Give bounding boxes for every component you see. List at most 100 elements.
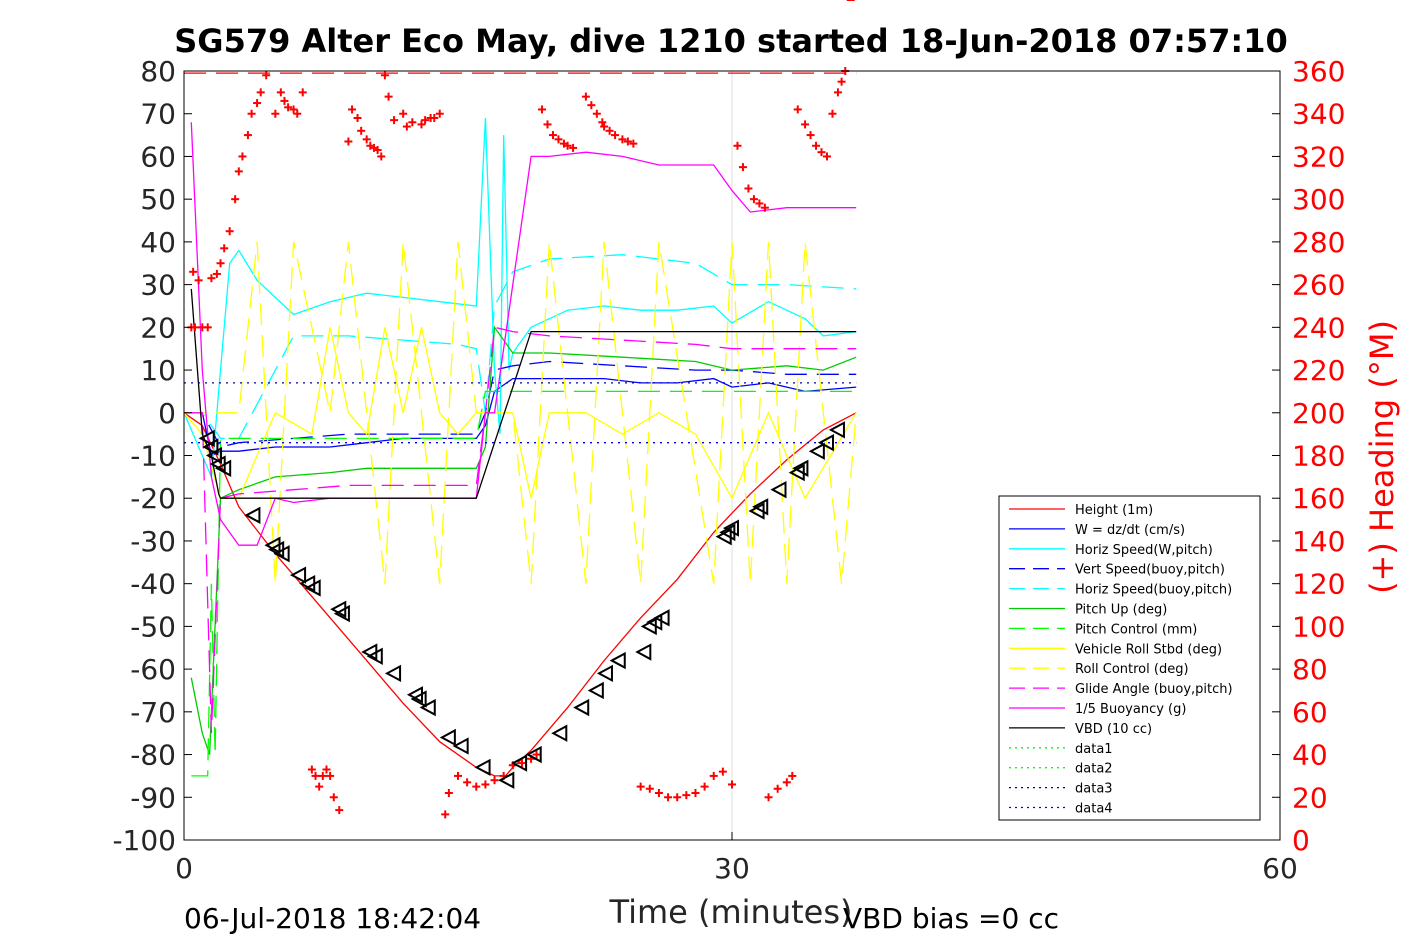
heading-point: [806, 131, 815, 140]
heading-point: [611, 131, 620, 140]
footer-vbd-bias: VBD bias =0 cc: [843, 902, 1059, 935]
heading-point: [271, 109, 280, 118]
vbd-markers: [198, 421, 845, 789]
y-tick-label: -30: [130, 525, 176, 558]
heading-point: [733, 141, 742, 150]
heading-point: [738, 163, 747, 172]
y2-tick-label: 120: [1292, 568, 1345, 601]
heading-point: [569, 143, 578, 152]
heading-point: [463, 778, 472, 787]
y2-tick-label: 60: [1292, 696, 1328, 729]
y2-tick-label: 0: [1292, 824, 1310, 857]
heading-point: [817, 148, 826, 157]
vbd-marker: [289, 566, 307, 584]
y2-tick-label: 220: [1292, 354, 1345, 387]
heading-point: [207, 274, 216, 283]
series-line: [183, 327, 857, 500]
heading-point: [225, 227, 234, 236]
heading-point: [435, 109, 444, 118]
vbd-marker: [587, 681, 604, 700]
heading-point: [444, 789, 453, 798]
y-tick-label: 70: [140, 98, 176, 131]
y-tick-label: -80: [130, 739, 176, 772]
heading-point: [380, 71, 389, 80]
heading-point: [262, 71, 271, 80]
vbd-marker: [596, 664, 613, 683]
legend-label: Height (1m): [1075, 503, 1153, 518]
footer-timestamp: 06-Jul-2018 18:42:04: [184, 902, 481, 935]
heading-point: [189, 267, 198, 276]
vbd-marker: [304, 579, 321, 597]
vbd-marker: [215, 459, 232, 477]
heading-point: [357, 126, 366, 135]
heading-point: [216, 259, 225, 268]
heading-point: [238, 152, 247, 161]
y-tick-label: 40: [140, 226, 176, 259]
y-tick-label: -50: [130, 610, 176, 643]
x-axis: 0 30 60: [175, 832, 1298, 885]
heading-point: [554, 135, 563, 144]
y-tick-label: 60: [140, 140, 176, 173]
heading-point: [373, 146, 382, 155]
heading-point: [390, 116, 399, 125]
legend-label: W = dz/dt (cm/s): [1075, 523, 1185, 538]
y2-tick-label: 80: [1292, 653, 1328, 686]
heading-point: [234, 167, 243, 176]
y2-tick-label: 300: [1292, 183, 1345, 216]
heading-point: [718, 767, 727, 776]
y2-tick-label: 100: [1292, 610, 1345, 643]
heading-point: [812, 141, 821, 150]
heading-point: [532, 750, 541, 759]
heading-point: [543, 120, 552, 129]
heading-point: [600, 122, 609, 131]
x-tick-label: 60: [1262, 852, 1298, 885]
legend-label: Horiz Speed(W,pitch): [1075, 543, 1213, 558]
heading-point: [822, 152, 831, 161]
heading-point: [592, 109, 601, 118]
y-tick-label: -10: [130, 440, 176, 473]
heading-point: [384, 92, 393, 101]
left-y-axis: 80 70 60 50 40 30 20 10 0 -10 -20 -30 -40 -50 -60 -70 -8…: [112, 55, 1280, 857]
vbd-marker: [792, 459, 809, 477]
y2-tick-label: 40: [1292, 739, 1328, 772]
y2-tick-label: 340: [1292, 98, 1345, 131]
x-axis-label: Time (minutes): [609, 893, 853, 931]
heading-point: [402, 122, 411, 131]
heading-point: [348, 105, 357, 114]
heading-point: [307, 765, 316, 774]
vbd-marker: [646, 613, 663, 631]
legend-label: data3: [1075, 782, 1113, 797]
vbd-marker: [498, 771, 515, 789]
heading-point: [203, 323, 212, 332]
vbd-marker: [609, 651, 626, 670]
heading-point: [322, 765, 331, 774]
legend-label: data2: [1075, 762, 1113, 777]
heading-point: [618, 135, 627, 144]
heading-point: [700, 782, 709, 791]
heading-point: [801, 120, 810, 129]
heading-point: [833, 88, 842, 97]
heading-point: [605, 126, 614, 135]
series-line: [190, 122, 857, 546]
vbd-marker: [551, 724, 568, 742]
vbd-marker: [752, 498, 769, 516]
vbd-marker: [384, 664, 402, 683]
vbd-marker: [244, 506, 261, 524]
y2-tick-label: 280: [1292, 226, 1345, 259]
heading-point: [276, 88, 285, 97]
legend-label: Vert Speed(buoy,pitch): [1075, 563, 1225, 578]
heading-point: [399, 109, 408, 118]
heading-point: [293, 109, 302, 118]
heading-point: [598, 118, 607, 127]
heading-point: [280, 96, 289, 105]
heading-point: [194, 276, 203, 285]
heading-point: [793, 105, 802, 114]
y-tick-label: -90: [130, 781, 176, 814]
heading-point: [673, 793, 682, 802]
heading-point: [247, 109, 256, 118]
heading-point: [231, 195, 240, 204]
heading-point: [728, 780, 736, 789]
heading-point: [481, 780, 490, 789]
heading-point: [837, 77, 846, 86]
